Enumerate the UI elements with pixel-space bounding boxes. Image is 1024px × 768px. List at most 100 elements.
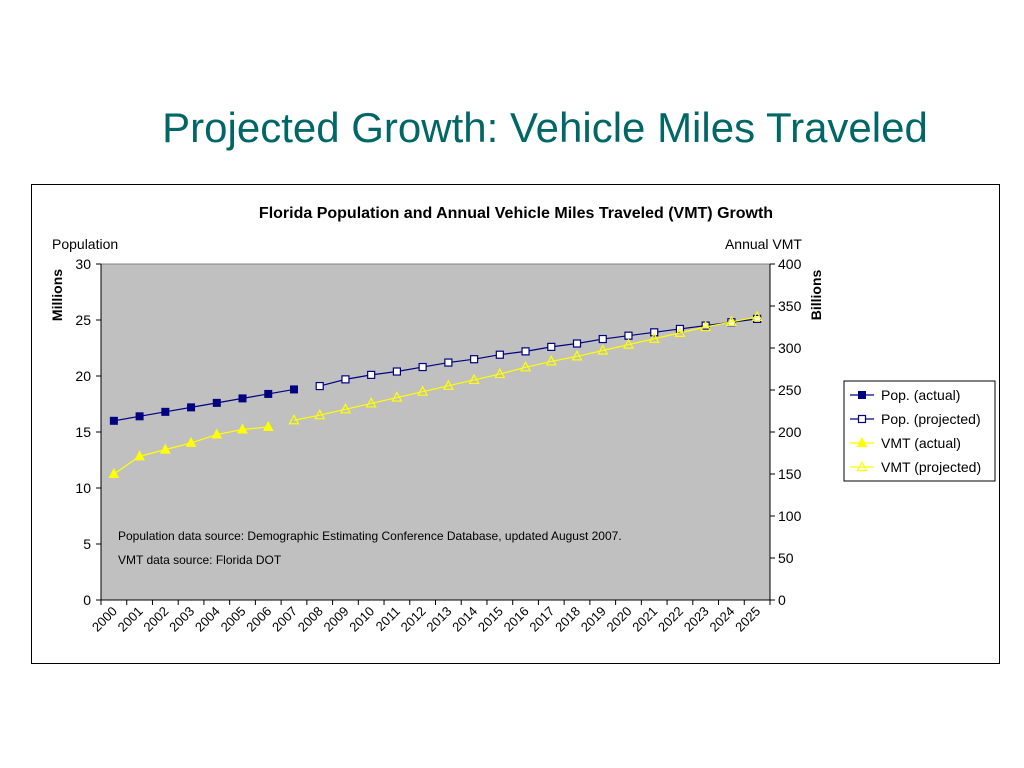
right-axis-side-label: Billions bbox=[808, 270, 824, 321]
data-point bbox=[545, 355, 557, 366]
data-point bbox=[751, 310, 763, 322]
left-axis-tick-label: 5 bbox=[83, 536, 91, 552]
x-axis-tick-label: 2013 bbox=[423, 604, 454, 635]
right-axis-tick-label: 150 bbox=[778, 466, 802, 482]
data-point bbox=[238, 394, 247, 403]
data-point bbox=[469, 355, 479, 364]
right-axis-tick-label: 250 bbox=[778, 382, 802, 398]
data-point bbox=[134, 450, 145, 461]
data-point bbox=[187, 403, 196, 412]
data-point bbox=[135, 412, 144, 421]
data-point bbox=[211, 428, 223, 439]
right-axis-tick-label: 50 bbox=[778, 550, 794, 566]
left-axis-top-label: Population bbox=[52, 236, 118, 252]
data-point bbox=[289, 385, 298, 394]
data-point bbox=[315, 381, 324, 391]
data-point bbox=[444, 358, 453, 367]
series-vmt-projected bbox=[288, 310, 763, 425]
left-axis-side-label: Millions bbox=[49, 269, 65, 321]
x-axis-tick-label: 2016 bbox=[501, 604, 532, 635]
right-axis-tick-label: 100 bbox=[778, 508, 802, 524]
x-axis-tick-label: 2009 bbox=[321, 604, 352, 635]
legend: Pop. (actual) Pop. (projected) VMT (actual… bbox=[843, 380, 996, 482]
left-axis-tick-label: 25 bbox=[75, 312, 91, 328]
x-axis-tick-label: 2001 bbox=[115, 604, 146, 635]
data-point bbox=[418, 362, 427, 372]
slide-title: Projected Growth: Vehicle Miles Traveled bbox=[162, 104, 928, 151]
data-point bbox=[700, 320, 712, 332]
series-line bbox=[319, 318, 758, 387]
right-axis-tick-label: 400 bbox=[778, 256, 802, 272]
x-axis-tick-label: 2000 bbox=[89, 604, 120, 635]
left-axis: 0 5 10 15 20 25 30 bbox=[75, 256, 102, 608]
x-axis-tick-label: 2025 bbox=[732, 604, 763, 635]
data-point bbox=[159, 443, 171, 454]
data-point bbox=[109, 416, 118, 425]
annotation-vmt-source: VMT data source: Florida DOT bbox=[118, 553, 282, 567]
series-pop-actual bbox=[109, 385, 298, 425]
data-point bbox=[108, 467, 120, 478]
x-axis-tick-label: 2014 bbox=[449, 604, 480, 635]
data-point bbox=[624, 331, 633, 340]
data-point bbox=[391, 391, 403, 402]
data-point bbox=[547, 342, 556, 351]
data-point bbox=[674, 326, 686, 337]
legend-item: VMT (actual) bbox=[850, 435, 961, 451]
data-point bbox=[571, 350, 583, 361]
series-line bbox=[293, 316, 758, 421]
data-point bbox=[468, 373, 480, 385]
x-axis-tick-label: 2007 bbox=[269, 604, 300, 635]
data-point bbox=[521, 347, 530, 356]
x-axis-tick-label: 2015 bbox=[475, 604, 506, 635]
legend-label: Pop. (projected) bbox=[881, 411, 981, 427]
chart-svg: Florida Population and Annual Vehicle Mi… bbox=[49, 205, 996, 635]
data-point bbox=[161, 407, 170, 416]
data-point bbox=[520, 361, 532, 372]
legend-marker bbox=[856, 460, 868, 472]
legend-marker bbox=[858, 391, 866, 399]
x-axis-tick-label: 2021 bbox=[629, 604, 660, 635]
data-point bbox=[417, 385, 429, 396]
annotation-population-source: Population data source: Demographic Esti… bbox=[118, 529, 622, 543]
data-point bbox=[365, 397, 377, 408]
x-axis-tick-label: 2012 bbox=[398, 604, 429, 635]
right-axis-top-label: Annual VMT bbox=[725, 236, 802, 252]
chart-frame: Florida Population and Annual Vehicle Mi… bbox=[31, 184, 1000, 664]
left-axis-tick-label: 30 bbox=[75, 256, 91, 272]
data-point bbox=[367, 370, 376, 379]
x-axis-tick-label: 2008 bbox=[295, 604, 326, 635]
x-axis-tick-label: 2023 bbox=[681, 604, 712, 635]
plot-area bbox=[100, 263, 771, 601]
legend-item: Pop. (actual) bbox=[850, 387, 960, 403]
legend-label: VMT (actual) bbox=[881, 435, 961, 451]
data-point bbox=[314, 408, 326, 420]
legend-box bbox=[843, 380, 996, 482]
data-point bbox=[648, 332, 660, 343]
data-point bbox=[622, 338, 634, 349]
x-axis: 2000200120022003200420052006200720082009… bbox=[89, 599, 771, 635]
chart-title: Florida Population and Annual Vehicle Mi… bbox=[259, 205, 773, 222]
data-point bbox=[597, 344, 609, 355]
legend-label: Pop. (actual) bbox=[881, 387, 960, 403]
left-axis-tick-label: 20 bbox=[75, 368, 91, 384]
data-point bbox=[442, 379, 454, 390]
data-point bbox=[185, 436, 197, 447]
x-axis-tick-label: 2019 bbox=[578, 604, 609, 635]
data-point bbox=[264, 389, 273, 398]
data-point bbox=[339, 403, 351, 414]
data-point bbox=[598, 334, 607, 344]
right-axis-tick-label: 350 bbox=[778, 298, 802, 314]
legend-label: VMT (projected) bbox=[881, 459, 981, 475]
left-axis-tick-label: 0 bbox=[83, 592, 91, 608]
x-axis-tick-label: 2005 bbox=[218, 604, 249, 635]
left-axis-tick-label: 10 bbox=[75, 480, 91, 496]
right-axis-tick-label: 0 bbox=[778, 592, 786, 608]
legend-marker bbox=[856, 436, 868, 447]
x-axis-tick-label: 2010 bbox=[346, 604, 377, 635]
x-axis-tick-label: 2011 bbox=[373, 604, 403, 634]
x-axis-tick-label: 2018 bbox=[552, 604, 583, 635]
left-axis-tick-label: 15 bbox=[75, 424, 91, 440]
series-layer bbox=[108, 310, 763, 478]
data-point bbox=[237, 423, 248, 434]
series-line bbox=[113, 388, 295, 422]
